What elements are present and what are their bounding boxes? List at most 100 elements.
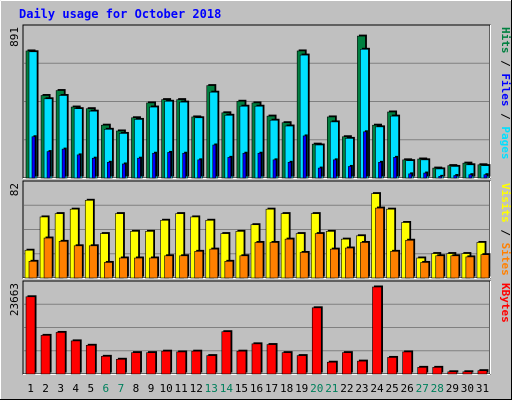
x-tick-label: 9	[148, 382, 155, 395]
x-tick-label: 27	[416, 382, 429, 395]
x-tick-label: 21	[325, 382, 338, 395]
kbytes-bar	[387, 357, 397, 375]
series-label-part: /	[499, 223, 512, 243]
x-tick-label: 18	[280, 382, 293, 395]
x-tick-label: 15	[235, 382, 248, 395]
sites-bar	[435, 255, 445, 279]
pages-bar	[317, 167, 322, 179]
sites-bar	[375, 207, 384, 279]
kbytes-bar	[236, 350, 247, 375]
series-label-part: Sites	[499, 243, 512, 276]
x-tick-label: 11	[175, 382, 188, 395]
kbytes-bar	[251, 343, 262, 375]
kbytes-bar	[432, 367, 443, 375]
pages-bar	[468, 174, 473, 179]
kbytes-bar	[176, 351, 186, 375]
x-tick-label: 5	[87, 382, 94, 395]
sites-bar	[360, 242, 369, 279]
pages-bar	[438, 176, 443, 179]
x-tick-label: 16	[250, 382, 263, 395]
chart-title: Daily usage for October 2018	[19, 7, 221, 21]
kbytes-bar	[281, 352, 292, 375]
x-tick-label: 3	[57, 382, 64, 395]
kbytes-bar	[101, 356, 111, 375]
kbytes-bar	[342, 352, 352, 375]
kbytes-bar	[191, 350, 202, 375]
sites-bar	[134, 257, 143, 279]
x-tick-label: 12	[190, 382, 203, 395]
sites-bar	[239, 255, 249, 279]
kbytes-bar	[40, 335, 51, 375]
pages-bar	[332, 159, 337, 179]
kbytes-bar	[221, 331, 232, 375]
kbytes-bar	[462, 371, 473, 375]
pages-bar	[408, 173, 412, 179]
kbytes-bar	[85, 345, 96, 375]
sites-bar	[254, 242, 264, 279]
sites-bar	[420, 262, 429, 279]
x-tick-label: 23	[355, 382, 368, 395]
pages-bar	[46, 151, 51, 179]
pages-bar	[348, 166, 352, 179]
sites-bar	[28, 261, 38, 279]
sites-bar	[329, 248, 339, 279]
kbytes-bar	[70, 340, 81, 375]
x-tick-label: 29	[446, 382, 459, 395]
pages-bar	[152, 152, 156, 179]
kbytes-bar	[477, 370, 488, 375]
sites-visits-y-max-label: 82	[8, 183, 21, 196]
pages-bar	[302, 135, 307, 179]
pages-bar	[423, 172, 427, 179]
pages-bar	[137, 157, 141, 179]
pages-bar	[182, 152, 186, 179]
pages-bar	[363, 131, 367, 179]
series-label-part: /	[499, 54, 512, 74]
kbytes-bar	[116, 358, 126, 375]
sites-bar	[345, 247, 354, 279]
kbytes-bar	[296, 355, 307, 375]
chart-panels: 891 Hits / Files / Pages 82 Visits / Sites 2…	[8, 24, 512, 375]
kbytes-bar	[55, 332, 66, 375]
sites-bar	[390, 251, 399, 279]
kbytes-bar	[326, 361, 337, 375]
sites-bar	[224, 261, 234, 279]
series-label-part: /	[499, 107, 512, 127]
sites-bar	[480, 254, 490, 279]
sites-bar	[88, 245, 98, 279]
series-label-part: Visits	[499, 183, 512, 223]
sites-bar	[73, 245, 83, 279]
hits-files-series-label: Hits / Files / Pages	[499, 27, 512, 160]
x-tick-label: 17	[265, 382, 278, 395]
pages-bar	[378, 162, 382, 179]
pages-bar	[242, 152, 247, 179]
x-tick-label: 22	[340, 382, 353, 395]
pages-bar	[31, 136, 36, 179]
kbytes-bar	[206, 355, 217, 375]
pages-bar	[393, 157, 397, 179]
pages-bar	[272, 159, 277, 179]
hits-files-y-max-label: 891	[8, 27, 21, 47]
series-label-part: KBytes	[499, 283, 512, 323]
sites-bar	[405, 239, 414, 279]
kbytes-bar	[402, 351, 412, 375]
sites-bar	[194, 251, 204, 279]
sites-bar	[269, 242, 279, 279]
sites-bar	[465, 256, 475, 279]
pages-bar-shadow	[440, 174, 444, 177]
x-tick-label: 7	[118, 382, 125, 395]
sites-visits-series-label: Visits / Sites	[499, 183, 512, 276]
kbytes-bar	[25, 296, 36, 375]
panel-sites-visits: 82 Visits / Sites	[8, 180, 512, 279]
kbytes-bar	[417, 367, 427, 375]
kbytes-bar	[266, 344, 277, 375]
x-tick-label: 14	[220, 382, 234, 395]
pages-bar	[453, 175, 458, 179]
pages-bar	[257, 152, 262, 179]
kbytes-bar-shadow	[464, 370, 474, 373]
pages-bar	[287, 162, 292, 179]
x-tick-label: 1	[27, 382, 34, 395]
panel-kbytes: 23663 KBytes	[8, 280, 512, 375]
kbytes-bar	[357, 360, 367, 375]
kbytes-bar	[146, 352, 156, 375]
